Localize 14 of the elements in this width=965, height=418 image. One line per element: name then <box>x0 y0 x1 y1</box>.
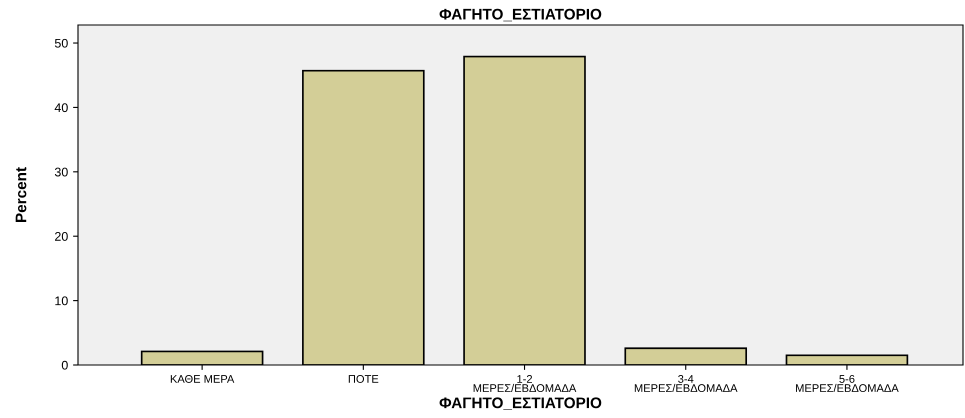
y-tick-label: 0 <box>62 360 68 370</box>
x-tick-label: ΚΑΘΕ ΜΕΡΑ <box>170 375 234 383</box>
y-tick-label: 20 <box>55 232 68 241</box>
chart-title: ΦΑΓΗΤΟ_ΕΣΤΙΑΤΟΡΙΟ <box>440 8 602 22</box>
y-axis-title: Percent <box>16 167 26 222</box>
y-tick-label: 30 <box>54 168 68 176</box>
x-tick-label: 5-6 ΜΕΡΕΣ/ΕΒΔΟΜΑΔΑ <box>796 375 899 392</box>
x-tick-label: ΠΟΤΕ <box>348 375 378 383</box>
y-tick-label: 40 <box>54 103 68 112</box>
y-tick-label: 10 <box>55 296 68 306</box>
x-tick-label: 1-2 ΜΕΡΕΣ/ΕΒΔΟΜΑΔΑ <box>474 375 576 392</box>
x-tick-label: 3-4 ΜΕΡΕΣ/ΕΒΔΟΜΑΔΑ <box>634 375 738 392</box>
x-axis-title: ΦΑΓΗΤΟ_ΕΣΤΙΑΤΟΡΙΟ <box>440 397 602 410</box>
y-tick-label: 50 <box>54 38 68 48</box>
